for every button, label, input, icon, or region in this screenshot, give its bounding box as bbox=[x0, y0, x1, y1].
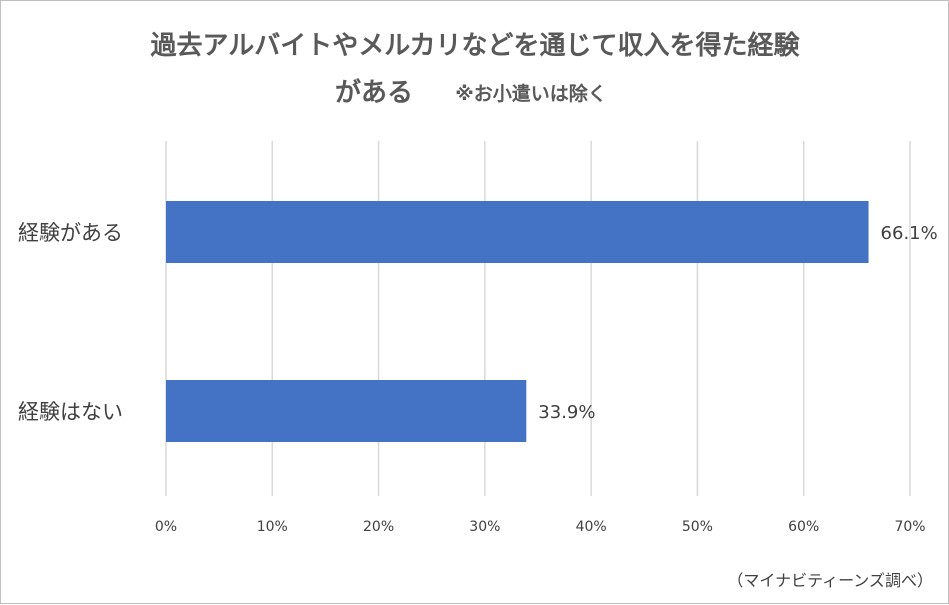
x-tick-label: 50% bbox=[682, 519, 713, 535]
chart-title-line2: がある bbox=[335, 77, 413, 108]
gridlines bbox=[165, 141, 911, 496]
source-note: （マイナビティーンズ調べ） bbox=[727, 571, 933, 590]
chart-title-note: ※お小遣いは除く bbox=[455, 82, 606, 105]
data-label: 66.1% bbox=[881, 223, 938, 244]
x-tick-label: 30% bbox=[469, 519, 500, 535]
category-label: 経験はない bbox=[18, 400, 123, 424]
bars bbox=[166, 201, 869, 442]
x-tick-label: 70% bbox=[894, 519, 925, 535]
data-label: 33.9% bbox=[538, 402, 595, 423]
labels: 0% 10% 20% 30% 40% 50% 60% 70% 経験がある 66.1% 経験はない 33… bbox=[18, 221, 938, 535]
x-tick-label: 10% bbox=[257, 519, 288, 535]
x-tick-label: 0% bbox=[155, 519, 177, 535]
chart-title-line1: 過去アルバイトやメルカリなどを通じて収入を得た経験 bbox=[151, 30, 801, 61]
bar bbox=[166, 201, 869, 263]
x-tick-label: 60% bbox=[788, 519, 819, 535]
bar bbox=[166, 380, 527, 442]
x-tick-label: 20% bbox=[363, 519, 394, 535]
category-label: 経験がある bbox=[18, 221, 123, 245]
x-tick-label: 40% bbox=[576, 519, 607, 535]
